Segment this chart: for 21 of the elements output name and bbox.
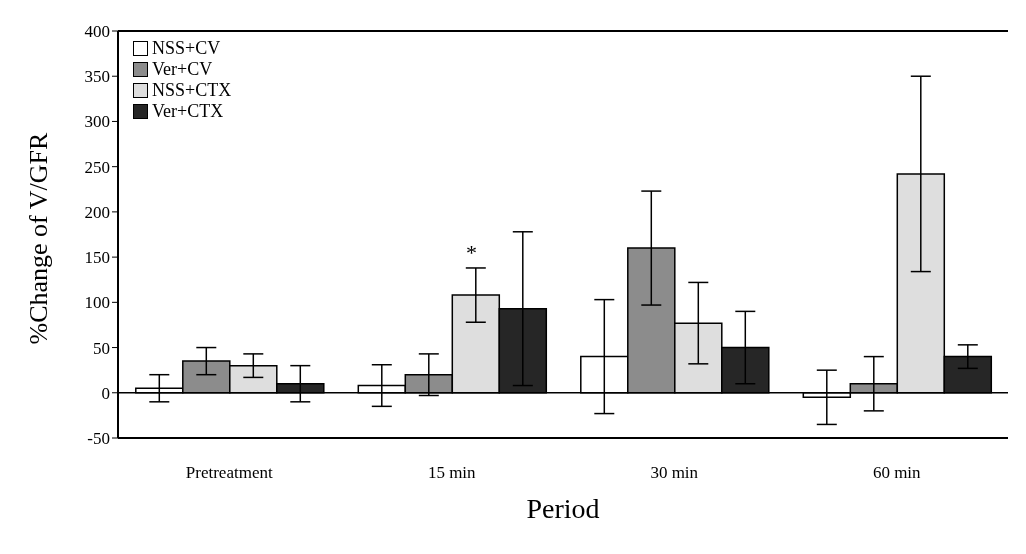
y-tick-label: 400 [84, 22, 110, 42]
annotation: * [466, 240, 477, 266]
legend-label: NSS+CTX [152, 80, 232, 101]
y-axis-title: %Change of V/GFR [24, 132, 54, 345]
y-tick-label: 100 [84, 293, 110, 313]
y-tick-label: 300 [84, 112, 110, 132]
x-tick-label: 60 min [872, 463, 922, 483]
legend-label: Ver+CV [152, 59, 213, 80]
y-tick-label: -50 [87, 429, 110, 449]
y-tick-label: 200 [84, 202, 110, 222]
legend-label: Ver+CTX [152, 101, 224, 122]
x-tick-label: 15 min [427, 463, 477, 483]
x-axis-title: Period [526, 493, 600, 524]
y-tick-label: 0 [101, 383, 110, 403]
x-tick-label: Pretreatment [185, 463, 273, 483]
y-tick-label: 350 [84, 67, 110, 87]
x-tick-label: 30 min [650, 463, 699, 483]
legend-label: NSS+CV [152, 38, 221, 59]
y-tick-label: 50 [93, 338, 110, 358]
y-tick-label: 150 [84, 248, 110, 268]
y-tick-label: 250 [84, 157, 110, 177]
